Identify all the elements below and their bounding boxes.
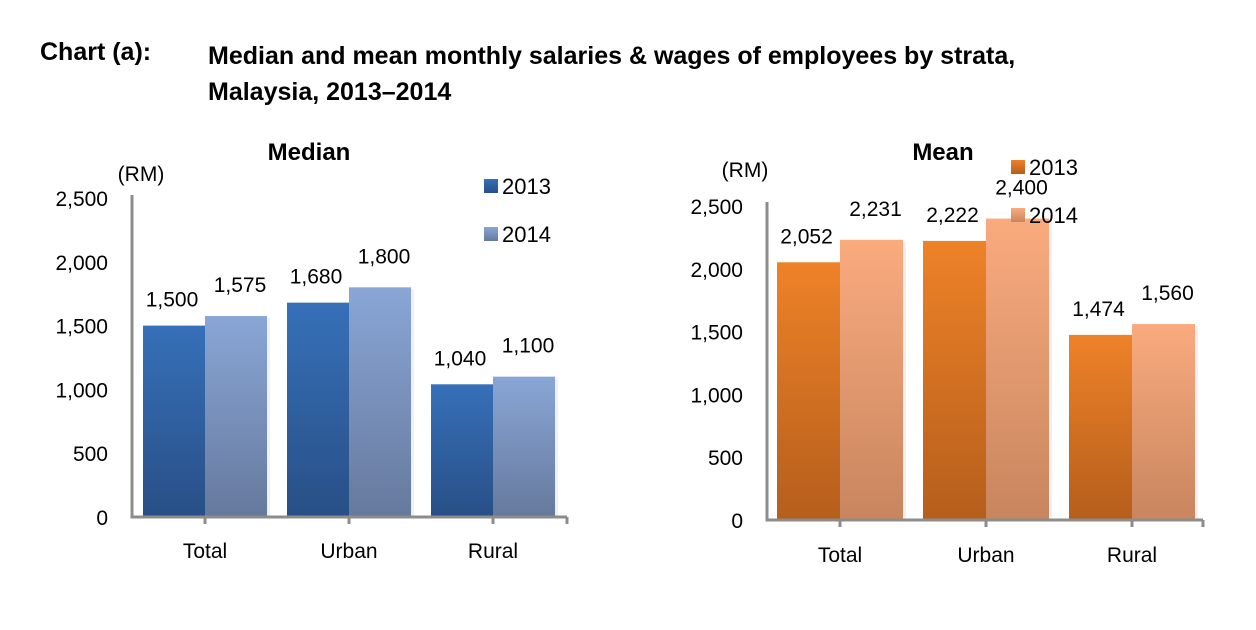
data-label: 1,800 [358,245,411,268]
figure-title: Median and mean monthly salaries & wages… [208,38,1248,110]
figure-title-line-2: Malaysia, 2013–2014 [208,78,452,106]
chart-title: Mean [912,139,973,166]
data-label: 1,040 [434,347,487,370]
legend-label: 2013 [502,174,551,199]
figure-title-line-1: Median and mean monthly salaries & wages… [208,42,1016,70]
x-tick-label: Total [183,540,227,563]
bar-total-2013 [777,262,840,520]
bar-total-2013 [143,325,205,517]
data-label: 1,680 [290,266,343,289]
y-tick-label: 0 [96,507,108,530]
legend-label: 2013 [1029,155,1078,180]
bar-urban-2013 [287,302,349,517]
y-tick-label: 500 [73,443,108,466]
y-tick-label: 1,000 [690,384,743,407]
legend-swatch-2014 [484,227,498,241]
legend-label: 2014 [1029,203,1078,228]
x-tick-label: Urban [957,544,1014,567]
y-tick-label: 1,000 [55,379,108,402]
data-label: 1,575 [214,274,267,297]
bar-urban-2014 [986,218,1049,520]
data-label: 2,400 [995,177,1048,200]
y-tick-label: 1,500 [690,322,743,345]
bar-urban-2014 [349,287,411,517]
bar-rural-2013 [1069,334,1132,520]
legend-label: 2014 [502,222,551,247]
chart-title: Median [268,139,351,166]
y-tick-label: 500 [708,447,743,470]
figure-label: Chart (a): [40,38,152,66]
x-tick-label: Rural [1107,544,1157,567]
bar-rural-2013 [431,384,493,517]
bar-rural-2014 [1132,324,1195,520]
x-tick-label: Total [818,544,862,567]
y-tick-label: 1,500 [55,316,108,339]
bar-total-2014 [205,316,267,517]
y-tick-label: 2,000 [690,259,743,282]
legend-swatch-2013 [1011,160,1025,174]
data-label: 1,500 [146,289,199,312]
median-chart: Median (RM) 1,500 1,575 Total 1,680 1,800 Urban… [55,139,569,563]
bar-rural-2014 [493,376,555,517]
data-label: 2,052 [780,225,833,248]
y-tick-label: 0 [731,510,743,533]
y-tick-label: 2,500 [690,196,743,219]
legend-swatch-2013 [484,179,498,193]
data-label: 1,474 [1072,298,1125,321]
mean-chart: Mean (RM) 2,052 2,231 Total 2,222 2,400 Urban 1,… [690,139,1205,567]
bar-total-2014 [840,239,903,520]
data-label: 2,222 [926,204,979,227]
y-tick-label: 2,000 [55,252,108,275]
y-unit-label: (RM) [118,163,165,186]
data-label: 2,231 [849,198,902,221]
x-tick-label: Rural [468,540,518,563]
y-unit-label: (RM) [722,159,769,182]
data-label: 1,100 [502,335,555,358]
bar-urban-2013 [923,240,986,520]
x-tick-label: Urban [320,540,377,563]
data-label: 1,560 [1141,282,1194,305]
y-tick-label: 2,500 [55,188,108,211]
legend-swatch-2014 [1011,208,1025,222]
